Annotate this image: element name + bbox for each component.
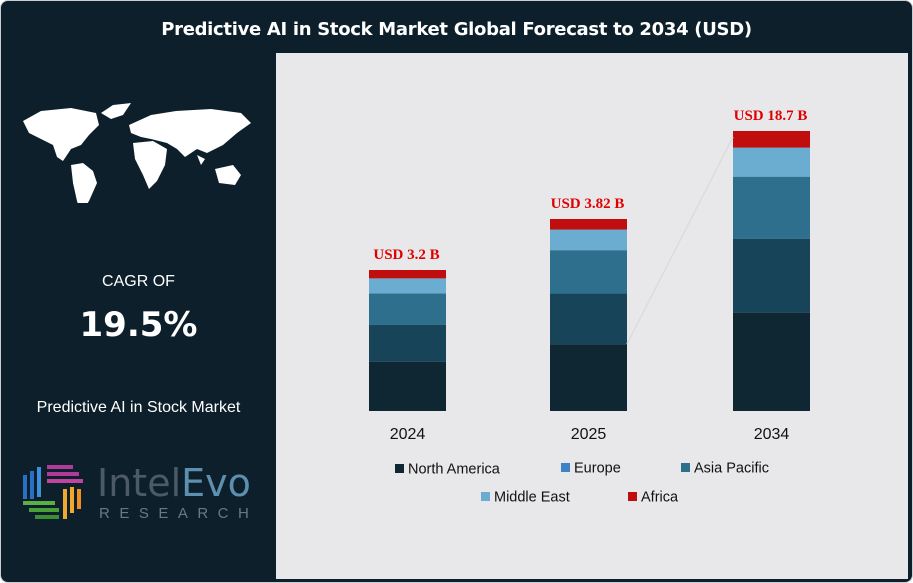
- x-tick-label: 2025: [571, 426, 607, 443]
- bar-segment-europe: [369, 324, 446, 362]
- x-tick-label: 2024: [390, 426, 426, 443]
- legend-swatch: [561, 463, 570, 472]
- bar-segment-africa: [369, 270, 446, 279]
- cagr-value: 19.5%: [79, 305, 198, 345]
- legend-swatch: [481, 492, 490, 501]
- logo-text-evo: Evo: [181, 461, 251, 505]
- logo-text-intel: Intel: [97, 461, 182, 505]
- bar-segment-africa: [550, 219, 627, 230]
- chart-title: Predictive AI in Stock Market Global For…: [161, 19, 752, 40]
- bar-segment-middle-east: [369, 278, 446, 294]
- bar-segment-middle-east: [550, 229, 627, 251]
- bar-segment-middle-east: [733, 147, 810, 177]
- logo-mark-icon: [23, 465, 83, 519]
- legend-item: Asia Pacific: [681, 461, 769, 477]
- bar-segment-asia-pacific: [733, 176, 810, 239]
- legend-swatch: [628, 492, 637, 501]
- legend-swatch: [681, 463, 690, 472]
- total-label: USD 18.7 B: [734, 108, 808, 124]
- legend-item: North America: [395, 462, 501, 478]
- legend-swatch: [395, 464, 404, 473]
- bar-segment-africa: [733, 131, 810, 148]
- world-map-icon: [23, 103, 251, 203]
- cagr-label: CAGR OF: [102, 273, 175, 290]
- bar-segment-europe: [733, 238, 810, 313]
- left-panel: CAGR OF 19.5% Predictive AI in Stock Mar…: [1, 53, 276, 582]
- bar-segment-asia-pacific: [550, 250, 627, 294]
- total-label: USD 3.82 B: [551, 196, 625, 212]
- bar-segment-north-america: [369, 361, 446, 411]
- legend-item: Africa: [628, 490, 679, 506]
- legend-label: Middle East: [494, 490, 570, 506]
- bar-segment-europe: [550, 293, 627, 345]
- market-name: Predictive AI in Stock Market: [36, 399, 241, 416]
- chart-panel: USD 3.2 B 2024 USD 3.82 B 2025 USD 18.7 B 203…: [276, 53, 908, 579]
- stacked-bar-chart: USD 3.2 B 2024 USD 3.82 B 2025 USD 18.7 B 203…: [369, 108, 810, 506]
- legend-label: Asia Pacific: [694, 461, 769, 477]
- legend-label: Europe: [574, 461, 621, 477]
- bar-segment-asia-pacific: [369, 293, 446, 325]
- intelevo-logo: IntelEvo RESEARCH: [21, 463, 261, 533]
- legend-item: Europe: [561, 461, 621, 477]
- legend-label: North America: [408, 462, 501, 478]
- bar-segment-north-america: [550, 344, 627, 411]
- growth-line: [626, 136, 734, 345]
- bar-segment-north-america: [733, 312, 810, 411]
- legend-label: Africa: [641, 490, 679, 506]
- logo-tagline: RESEARCH: [99, 505, 259, 522]
- x-tick-label: 2034: [754, 426, 790, 443]
- total-label: USD 3.2 B: [373, 247, 439, 263]
- legend-item: Middle East: [481, 490, 570, 506]
